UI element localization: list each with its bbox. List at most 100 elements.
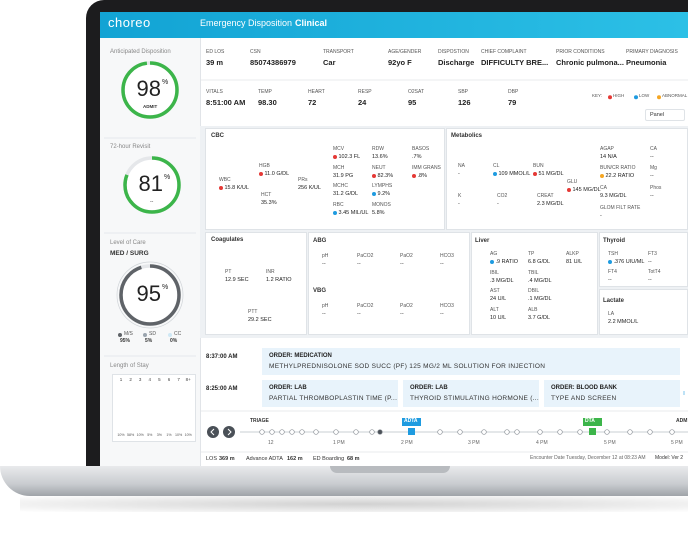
lab-value: 109 MMOL/L <box>498 171 531 177</box>
vital-label: VITALS <box>206 89 223 95</box>
nav-arrow <box>210 428 215 436</box>
lab-value: 2.2 MMOL/L <box>608 319 639 325</box>
lab-value: .8% <box>417 173 427 179</box>
lab-label: FT3 <box>648 251 657 257</box>
lab-value: 14 N/A <box>600 154 617 160</box>
time-label: 12 <box>268 440 274 446</box>
lab-label: Mg <box>650 165 657 171</box>
legend-value: 0% <box>170 338 178 344</box>
timeline-dot <box>377 429 383 435</box>
legend-name: M/S <box>124 331 133 337</box>
lab-value: -- <box>650 154 654 160</box>
event-label: DTA <box>585 418 595 424</box>
patient-value: 92yo F <box>388 58 412 67</box>
lab-label: PT <box>225 269 232 275</box>
lab-label: TSH <box>608 251 618 257</box>
lab-value-row: -- <box>608 277 612 283</box>
kebab <box>683 393 685 395</box>
order-type: ORDER: LAB <box>269 385 307 391</box>
lab-label: TBIL <box>528 270 539 276</box>
flag-dot <box>493 171 497 176</box>
vital-label: TEMP <box>258 89 272 95</box>
lab-value-row: 11.0 G/DL <box>259 171 289 177</box>
vital-label: DBP <box>508 89 519 95</box>
lab-value: -- <box>608 277 612 283</box>
lab-value-row: 2.3 MG/DL <box>537 201 564 207</box>
lab-value-row: .8% <box>412 173 427 179</box>
order-detail: THYROID STIMULATING HORMONE (... <box>410 395 540 402</box>
gauge-value: 98 <box>136 76 161 101</box>
event-marker <box>408 428 415 435</box>
lab-label: PTT <box>248 309 258 315</box>
gauge-value: 95 <box>136 281 161 306</box>
los-category: 4 <box>148 377 152 382</box>
panel-title: Lactate <box>603 298 625 304</box>
lab-value-row: -- <box>650 193 654 199</box>
los-value-label: 10% <box>174 433 183 437</box>
lab-label: CO2 <box>497 193 508 199</box>
section-label: Length of Stay <box>110 363 149 369</box>
los-category: 1 <box>119 377 123 382</box>
lab-value: 29.2 SEC <box>248 317 272 323</box>
vital-label: SBP <box>458 89 469 95</box>
lab-value: .9 RATIO <box>495 259 519 265</box>
lab-label: MONOS <box>372 202 391 208</box>
section-label: 72-hour Revisit <box>110 144 151 150</box>
lab-value: 13.6% <box>372 154 388 160</box>
patient-value: Car <box>323 58 336 67</box>
lab-value-row: 15.8 K/UL <box>219 185 249 191</box>
lab-value-row: -- <box>440 311 444 317</box>
gauge-value: 81 <box>138 171 163 196</box>
flag-dot <box>412 173 416 178</box>
lab-label: PaO2 <box>400 303 413 309</box>
footer-item: ED Boarding <box>313 456 345 462</box>
order-card[interactable] <box>544 380 680 407</box>
lab-label: RDW <box>372 146 384 152</box>
lab-label: DBIL <box>528 288 540 294</box>
lab-value: .1 MG/DL <box>528 296 552 302</box>
order-card[interactable] <box>262 348 680 375</box>
section-label: Anticipated Disposition <box>110 49 171 55</box>
nav-button[interactable] <box>207 426 219 438</box>
header-bar <box>100 12 688 38</box>
lab-value: 24 U/L <box>490 296 507 302</box>
order-card[interactable] <box>262 380 398 407</box>
lab-panel <box>471 232 598 335</box>
laptop-notch <box>330 466 450 473</box>
lab-value: -- <box>440 261 444 267</box>
flag-dot <box>567 187 571 192</box>
nav-button[interactable] <box>223 426 235 438</box>
flag-dot <box>333 154 337 159</box>
time-label: 5 PM <box>604 440 616 446</box>
los-chart <box>112 374 196 442</box>
timeline-dot <box>557 429 563 435</box>
logo: choreo <box>108 15 151 30</box>
event-label: ADTA <box>404 418 418 424</box>
vital-value: 8:51:00 AM <box>206 98 246 107</box>
lab-value-row: -- <box>357 261 361 267</box>
lab-value-row: 9.2% <box>372 191 390 197</box>
lab-value-row: -- <box>400 261 404 267</box>
panel-button[interactable] <box>645 109 685 121</box>
screen: choreo Emergency Disposition Clinical Antic… <box>100 12 688 466</box>
lab-value-row: .3 MG/DL <box>490 278 514 284</box>
los-category: 2 <box>129 377 132 382</box>
lab-value: 22.2 RATIO <box>605 173 635 179</box>
flag-dot <box>608 259 612 264</box>
order-card[interactable] <box>403 380 539 407</box>
flag-dot <box>333 210 337 215</box>
order-type: ORDER: LAB <box>410 385 448 391</box>
lab-value-row: 5.8% <box>372 210 385 216</box>
lab-value-row: 31.9 PG <box>333 173 353 179</box>
lab-label: TotT4 <box>648 269 661 275</box>
lab-label: LA <box>608 311 615 317</box>
event-label: TRIAGE <box>250 418 269 424</box>
legend-name: SD <box>149 331 156 337</box>
lab-value-row: -- <box>648 277 652 283</box>
panel-button-label[interactable]: Panel <box>650 112 665 118</box>
key-name: HIGH <box>613 93 625 98</box>
lab-value-row: 12.9 SEC <box>225 277 249 283</box>
lab-label: MCV <box>333 146 345 152</box>
lab-value-row: 10 U/L <box>490 315 506 321</box>
lab-panel <box>308 232 470 335</box>
